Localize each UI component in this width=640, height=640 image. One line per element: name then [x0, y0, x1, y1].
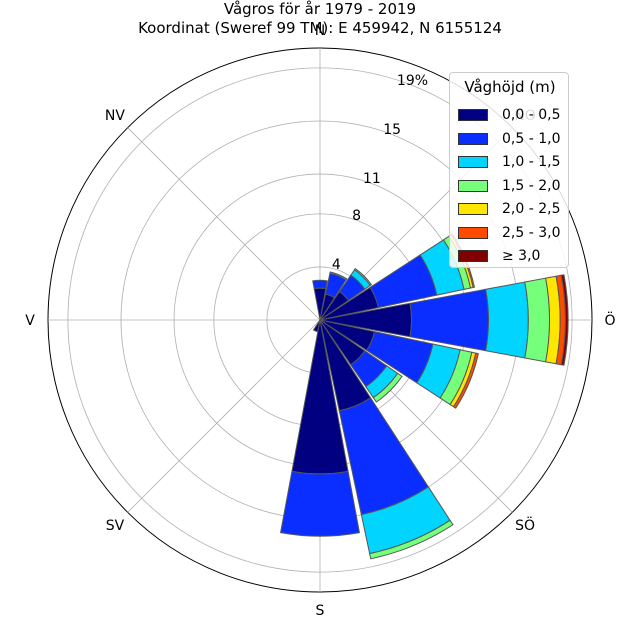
radial-tick-label: 11: [363, 171, 381, 187]
legend-swatch: [458, 156, 488, 168]
direction-label: N: [315, 23, 325, 39]
radial-tick-label: 19%: [397, 73, 428, 89]
rose-bar-segment: [560, 274, 569, 366]
legend-item: 0,5 - 1,0: [458, 129, 568, 149]
rose-bar-segment: [329, 271, 348, 281]
legend-swatch: [458, 179, 488, 192]
rose-bar-segment: [312, 279, 328, 290]
radial-tick-label: 15: [383, 122, 401, 138]
direction-label: Ö: [604, 311, 615, 329]
chart-subtitle: Koordinat (Sweref 99 TM): E 459942, N 61…: [138, 19, 502, 37]
chart-title: Vågros för år 1979 - 2019: [223, 0, 417, 18]
legend-title: Våghöjd (m): [464, 78, 556, 96]
direction-label: V: [25, 313, 35, 329]
angular-grid-line: [127, 127, 321, 321]
legend-swatch: [458, 203, 488, 215]
legend-swatch: [458, 226, 488, 239]
legend-item: 1,0 - 1,5: [458, 152, 568, 172]
rose-bar-segment: [280, 470, 360, 537]
radial-tick-label: 8: [352, 208, 361, 224]
rose-bar-segment: [485, 281, 529, 359]
direction-label: SV: [106, 518, 125, 534]
direction-label: NV: [105, 108, 125, 124]
rose-bar-segment: [312, 319, 321, 333]
legend-label: 1,5 - 2,0: [502, 177, 561, 194]
legend-label: ≥ 3,0: [502, 248, 541, 264]
legend-swatch: [458, 109, 488, 121]
rose-bar-segment: [369, 519, 454, 560]
legend-item: 2,0 - 2,5: [458, 199, 568, 219]
legend-swatch: [458, 250, 488, 262]
legend-swatch: [458, 132, 488, 145]
direction-label: S: [316, 603, 325, 619]
angular-grid-line: [127, 319, 321, 513]
rose-bar-segment: [372, 372, 403, 403]
rose-bar-segment: [452, 352, 479, 409]
legend-label: 0,5 - 1,0: [502, 130, 561, 147]
legend-item: 0,0 - 0,5: [458, 105, 568, 125]
legend-item: ≥ 3,0: [458, 246, 568, 266]
direction-label: SÖ: [515, 516, 535, 534]
legend-label: 1,0 - 1,5: [502, 154, 561, 170]
radial-tick-label: 4: [332, 257, 341, 273]
rose-bar-segment: [524, 277, 550, 363]
legend-label: 0,0 - 0,5: [502, 107, 561, 123]
legend-label: 2,0 - 2,5: [502, 201, 561, 217]
legend-label: 2,5 - 3,0: [502, 224, 561, 241]
legend-item: 2,5 - 3,0: [458, 223, 568, 243]
legend: Våghöjd (m) 0,0 - 0,5 0,5 - 1,0 1,0 - 1,5 1…: [449, 72, 569, 268]
rose-bar-segment: [353, 267, 373, 287]
legend-item: 1,5 - 2,0: [458, 176, 568, 196]
